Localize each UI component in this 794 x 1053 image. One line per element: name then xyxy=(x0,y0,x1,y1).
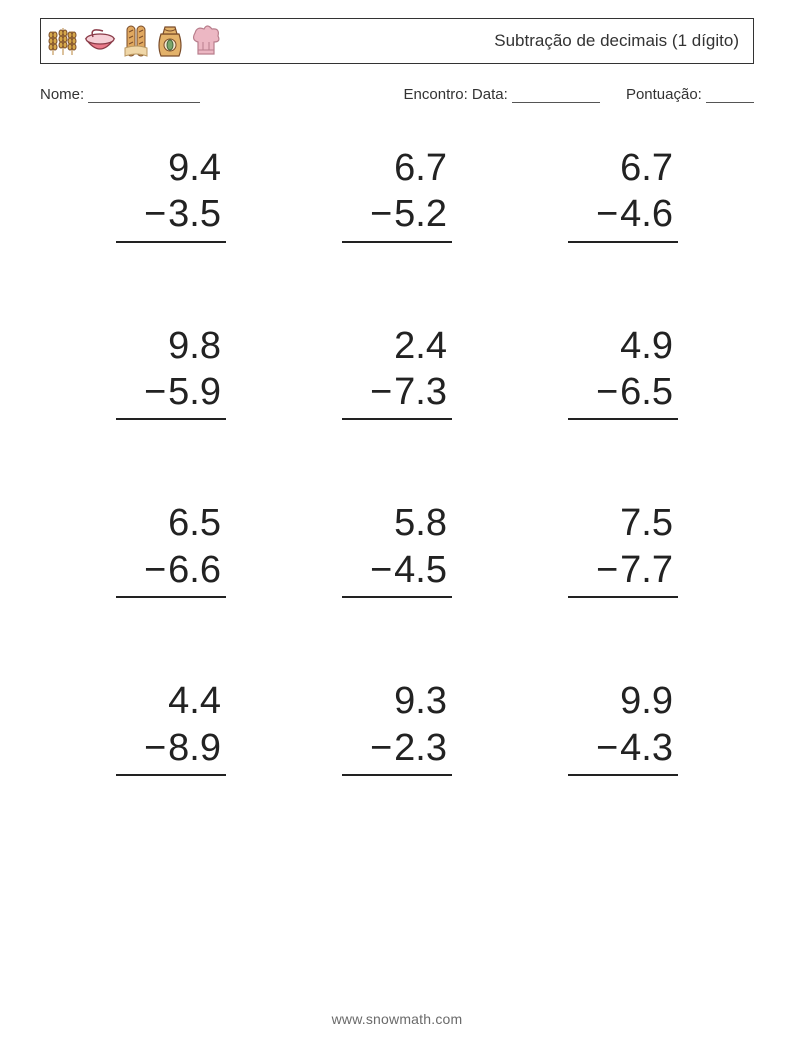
chef-hat-icon xyxy=(191,24,221,58)
minus-sign: − xyxy=(370,727,392,769)
subtrahend: 2.3 xyxy=(394,727,447,769)
answer-rule xyxy=(342,241,452,245)
subtrahend-row: −6.6 xyxy=(121,547,221,593)
answer-rule xyxy=(116,241,226,245)
subtrahend: 5.2 xyxy=(394,193,447,235)
minuend: 4.4 xyxy=(121,678,221,724)
minuend: 6.5 xyxy=(121,500,221,546)
subtraction-problem: 9.4−3.5 xyxy=(58,145,284,245)
subtrahend: 4.3 xyxy=(620,727,673,769)
subtrahend-row: −5.2 xyxy=(347,191,447,237)
subtraction-problem: 5.8−4.5 xyxy=(284,500,510,600)
baguette-icon xyxy=(123,24,149,58)
minus-sign: − xyxy=(144,727,166,769)
subtrahend-row: −3.5 xyxy=(121,191,221,237)
answer-rule xyxy=(568,774,678,778)
answer-rule xyxy=(342,418,452,422)
subtrahend-row: −2.3 xyxy=(347,725,447,771)
name-blank[interactable] xyxy=(88,86,200,103)
answer-rule xyxy=(568,596,678,600)
subtrahend: 6.6 xyxy=(168,549,221,591)
subtraction-problem: 4.4−8.9 xyxy=(58,678,284,778)
minus-sign: − xyxy=(370,371,392,413)
minus-sign: − xyxy=(370,193,392,235)
answer-rule xyxy=(116,418,226,422)
info-row: Nome: Encontro: Data: Pontuação: xyxy=(40,86,754,103)
minuend: 9.3 xyxy=(347,678,447,724)
flour-bag-icon xyxy=(155,24,185,58)
subtrahend: 7.3 xyxy=(394,371,447,413)
minuend: 9.8 xyxy=(121,323,221,369)
answer-rule xyxy=(342,596,452,600)
subtrahend-row: −7.3 xyxy=(347,369,447,415)
subtrahend: 3.5 xyxy=(168,193,221,235)
header-bar: Subtração de decimais (1 dígito) xyxy=(40,18,754,64)
minus-sign: − xyxy=(596,549,618,591)
answer-rule xyxy=(116,596,226,600)
minus-sign: − xyxy=(596,727,618,769)
subtraction-problem: 6.7−4.6 xyxy=(510,145,736,245)
subtrahend-row: −6.5 xyxy=(573,369,673,415)
subtrahend: 7.7 xyxy=(620,549,673,591)
subtrahend: 4.5 xyxy=(394,549,447,591)
footer-url: www.snowmath.com xyxy=(0,1011,794,1027)
minus-sign: − xyxy=(144,193,166,235)
subtrahend-row: −4.6 xyxy=(573,191,673,237)
answer-rule xyxy=(342,774,452,778)
subtraction-problem: 9.8−5.9 xyxy=(58,323,284,423)
subtraction-problem: 2.4−7.3 xyxy=(284,323,510,423)
subtrahend-row: −7.7 xyxy=(573,547,673,593)
minus-sign: − xyxy=(596,371,618,413)
answer-rule xyxy=(568,418,678,422)
subtrahend-row: −4.5 xyxy=(347,547,447,593)
bowl-icon xyxy=(83,25,117,57)
minus-sign: − xyxy=(144,371,166,413)
minus-sign: − xyxy=(144,549,166,591)
subtrahend: 6.5 xyxy=(620,371,673,413)
minuend: 2.4 xyxy=(347,323,447,369)
answer-rule xyxy=(116,774,226,778)
minuend: 9.9 xyxy=(573,678,673,724)
answer-rule xyxy=(568,241,678,245)
minuend: 6.7 xyxy=(347,145,447,191)
subtrahend-row: −5.9 xyxy=(121,369,221,415)
subtrahend: 4.6 xyxy=(620,193,673,235)
subtraction-problem: 4.9−6.5 xyxy=(510,323,736,423)
subtraction-problem: 9.3−2.3 xyxy=(284,678,510,778)
minuend: 9.4 xyxy=(121,145,221,191)
minuend: 6.7 xyxy=(573,145,673,191)
subtrahend: 5.9 xyxy=(168,371,221,413)
subtraction-problem: 7.5−7.7 xyxy=(510,500,736,600)
subtrahend-row: −8.9 xyxy=(121,725,221,771)
subtraction-problem: 6.7−5.2 xyxy=(284,145,510,245)
subtraction-problem: 9.9−4.3 xyxy=(510,678,736,778)
minuend: 7.5 xyxy=(573,500,673,546)
name-label: Nome: xyxy=(40,86,88,103)
wheat-icon xyxy=(47,25,77,57)
score-blank[interactable] xyxy=(706,86,754,103)
header-icons xyxy=(47,24,221,58)
worksheet-title: Subtração de decimais (1 dígito) xyxy=(494,31,739,51)
encounter-label: Encontro: Data: xyxy=(404,86,512,103)
date-blank[interactable] xyxy=(512,86,600,103)
minus-sign: − xyxy=(370,549,392,591)
minus-sign: − xyxy=(596,193,618,235)
subtraction-problem: 6.5−6.6 xyxy=(58,500,284,600)
minuend: 4.9 xyxy=(573,323,673,369)
minuend: 5.8 xyxy=(347,500,447,546)
problem-grid: 9.4−3.56.7−5.26.7−4.69.8−5.92.4−7.34.9−6… xyxy=(40,145,754,778)
subtrahend-row: −4.3 xyxy=(573,725,673,771)
score-label: Pontuação: xyxy=(626,86,706,103)
subtrahend: 8.9 xyxy=(168,727,221,769)
